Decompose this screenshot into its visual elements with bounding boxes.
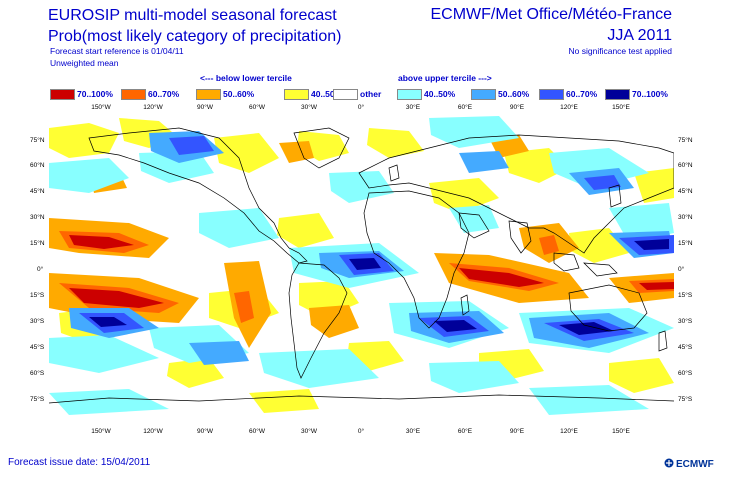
lon-label-top: 90°E	[509, 104, 525, 111]
lat-label-left: 75°N	[30, 137, 45, 144]
forecast-map: 150°W 120°W 90°W 60°W 30°W 0° 30°E 60°E …	[30, 104, 693, 435]
lon-label-top: 0°	[357, 104, 365, 111]
lon-label-bottom: 150°W	[91, 428, 111, 435]
lat-label-left: 45°N	[30, 188, 45, 195]
legend-swatch	[539, 89, 564, 100]
legend-above-header: above upper tercile --->	[398, 73, 492, 83]
lat-label-right: 45°N	[678, 188, 693, 195]
legend-label: 40..50%	[424, 89, 456, 99]
lat-label-left: 15°N	[30, 240, 45, 247]
lat-label-right: 15°S	[678, 292, 693, 299]
lat-label-right: 60°N	[678, 162, 693, 169]
lat-label-right: 60°S	[678, 370, 693, 377]
lat-label-left: 45°S	[30, 344, 45, 351]
lat-label-left: 60°S	[30, 370, 45, 377]
ensemble-method-text: Unweighted mean	[50, 58, 119, 68]
legend-swatch	[284, 89, 309, 100]
lon-label-top: 30°W	[301, 104, 317, 111]
legend-label: 60..70%	[566, 89, 598, 99]
legend-swatch	[333, 89, 358, 100]
significance-note: No significance test applied	[568, 46, 672, 56]
forecast-start-text: Forecast start reference is 01/04/11	[50, 46, 184, 56]
lat-label-left: 30°S	[30, 318, 45, 325]
legend-label: 60..70%	[148, 89, 180, 99]
lat-label-right: 45°S	[678, 344, 693, 351]
legend-swatch	[196, 89, 221, 100]
lon-label-bottom: 90°E	[509, 428, 525, 435]
legend-below-header: <--- below lower tercile	[200, 73, 292, 83]
lon-label-bottom: 120°E	[560, 428, 578, 435]
legend-swatch	[605, 89, 630, 100]
legend-label: 40..50%	[311, 89, 343, 99]
lat-label-right: 75°N	[678, 137, 693, 144]
coastlines	[48, 127, 675, 404]
lon-label-bottom: 60°W	[249, 428, 265, 435]
chart-title: EUROSIP multi-model seasonal forecast	[48, 7, 337, 24]
ecmwf-logo: ECMWF	[664, 458, 714, 470]
lat-label-right: 30°N	[678, 214, 693, 221]
chart-subtitle: Prob(most likely category of precipitati…	[48, 28, 342, 45]
issue-date: Forecast issue date: 15/04/2011	[8, 457, 151, 468]
lat-label-right: 0°	[678, 266, 685, 273]
legend-label: 70..100%	[77, 89, 113, 99]
lon-label-top: 120°W	[143, 104, 163, 111]
lon-label-bottom: 30°E	[405, 428, 421, 435]
legend-label: 50..60%	[498, 89, 530, 99]
lat-label-left: 60°N	[30, 162, 45, 169]
red-patches	[69, 235, 674, 308]
lon-label-top: 90°W	[197, 104, 213, 111]
ecmwf-logo-icon	[664, 458, 674, 468]
navy-patches	[89, 239, 669, 335]
lat-label-left: 0°	[37, 266, 44, 273]
lon-label-top: 60°W	[249, 104, 265, 111]
legend-swatch	[50, 89, 75, 100]
lon-label-top: 150°E	[612, 104, 630, 111]
ecmwf-logo-text: ECMWF	[676, 459, 714, 470]
lat-label-left: 75°S	[30, 396, 45, 403]
lon-label-top: 60°E	[457, 104, 473, 111]
lon-label-bottom: 60°E	[457, 428, 473, 435]
lat-label-left: 30°N	[30, 214, 45, 221]
lat-label-left: 15°S	[30, 292, 45, 299]
lon-label-top: 120°E	[560, 104, 578, 111]
lon-label-bottom: 0°	[357, 428, 365, 435]
lon-label-top: 30°E	[405, 104, 421, 111]
season-title: JJA 2011	[607, 27, 672, 44]
legend-swatch	[121, 89, 146, 100]
map-canvas	[48, 113, 675, 419]
lat-label-right: 75°S	[678, 396, 693, 403]
legend-label: 50..60%	[223, 89, 255, 99]
legend-swatch	[397, 89, 422, 100]
lon-label-bottom: 30°W	[301, 428, 317, 435]
legend-swatch	[471, 89, 496, 100]
lon-label-bottom: 120°W	[143, 428, 163, 435]
lon-label-top: 150°W	[91, 104, 111, 111]
lon-label-bottom: 90°W	[197, 428, 213, 435]
organization-title: ECMWF/Met Office/Météo-France	[430, 6, 672, 23]
lon-label-bottom: 150°E	[612, 428, 630, 435]
lat-label-right: 30°S	[678, 318, 693, 325]
lat-label-right: 15°N	[678, 240, 693, 247]
legend-label: 70..100%	[632, 89, 668, 99]
legend-label: other	[360, 89, 382, 99]
